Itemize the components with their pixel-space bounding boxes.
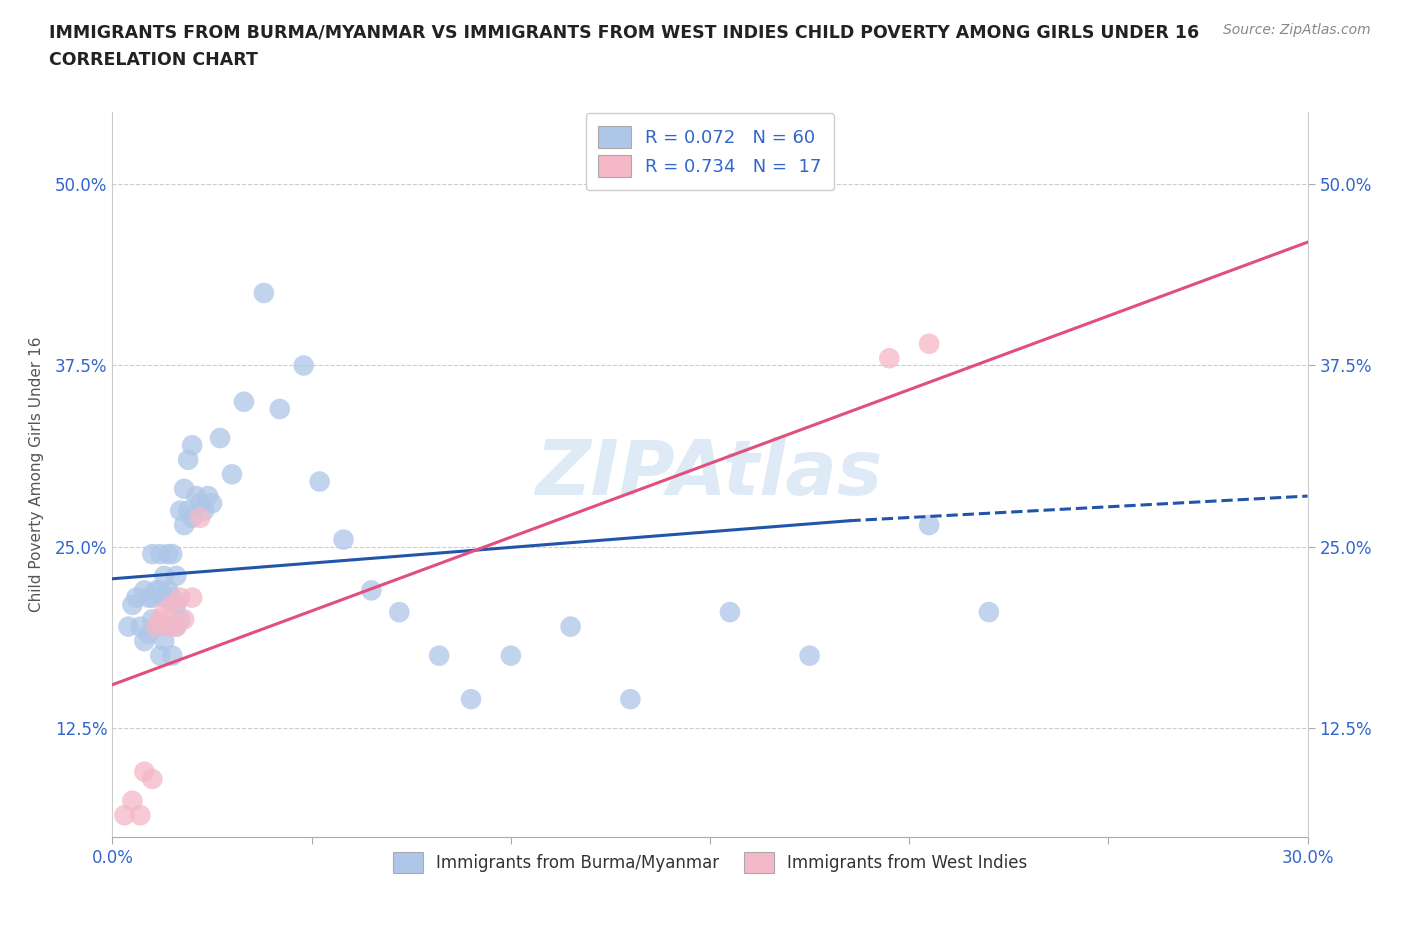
- Point: [149, 547, 172, 562]
- Y-axis label: Child Poverty Among Girls Under 16: Child Poverty Among Girls Under 16: [30, 337, 44, 612]
- Point: [360, 583, 382, 598]
- Point: [117, 619, 139, 634]
- Point: [560, 619, 582, 634]
- Point: [169, 612, 191, 627]
- Text: Source: ZipAtlas.com: Source: ZipAtlas.com: [1223, 23, 1371, 37]
- Point: [162, 648, 183, 663]
- Point: [186, 488, 208, 503]
- Point: [149, 583, 172, 598]
- Point: [799, 648, 821, 663]
- Point: [619, 692, 641, 707]
- Legend: Immigrants from Burma/Myanmar, Immigrants from West Indies: Immigrants from Burma/Myanmar, Immigrant…: [385, 845, 1035, 880]
- Point: [134, 633, 156, 648]
- Text: ZIPAtlas: ZIPAtlas: [536, 437, 884, 512]
- Point: [269, 402, 291, 417]
- Point: [388, 604, 411, 619]
- Point: [173, 518, 195, 533]
- Point: [114, 808, 135, 823]
- Point: [879, 351, 901, 365]
- Point: [253, 286, 276, 300]
- Point: [209, 431, 232, 445]
- Point: [718, 604, 741, 619]
- Point: [332, 532, 354, 547]
- Point: [138, 627, 160, 642]
- Point: [233, 394, 256, 409]
- Point: [193, 503, 215, 518]
- Point: [162, 547, 183, 562]
- Point: [149, 648, 172, 663]
- Point: [427, 648, 450, 663]
- Point: [460, 692, 482, 707]
- Point: [499, 648, 522, 663]
- Point: [165, 597, 187, 612]
- Point: [153, 568, 176, 583]
- Point: [141, 547, 163, 562]
- Point: [141, 772, 163, 787]
- Point: [177, 452, 200, 467]
- Point: [134, 764, 156, 779]
- Point: [141, 612, 163, 627]
- Point: [138, 591, 160, 605]
- Point: [169, 503, 191, 518]
- Point: [153, 591, 176, 605]
- Point: [145, 619, 167, 634]
- Point: [165, 568, 187, 583]
- Point: [977, 604, 1000, 619]
- Point: [181, 591, 204, 605]
- Point: [165, 619, 187, 634]
- Point: [173, 612, 195, 627]
- Point: [157, 619, 180, 634]
- Point: [129, 619, 152, 634]
- Point: [145, 619, 167, 634]
- Point: [292, 358, 315, 373]
- Point: [162, 591, 183, 605]
- Point: [165, 619, 187, 634]
- Point: [129, 808, 152, 823]
- Point: [153, 633, 176, 648]
- Point: [177, 503, 200, 518]
- Point: [157, 583, 180, 598]
- Point: [162, 597, 183, 612]
- Point: [121, 793, 143, 808]
- Point: [308, 474, 330, 489]
- Point: [173, 482, 195, 497]
- Point: [188, 496, 211, 511]
- Point: [201, 496, 224, 511]
- Point: [918, 337, 941, 352]
- Text: CORRELATION CHART: CORRELATION CHART: [49, 51, 259, 69]
- Point: [125, 591, 148, 605]
- Point: [149, 612, 172, 627]
- Point: [181, 511, 204, 525]
- Point: [121, 597, 143, 612]
- Point: [134, 583, 156, 598]
- Text: IMMIGRANTS FROM BURMA/MYANMAR VS IMMIGRANTS FROM WEST INDIES CHILD POVERTY AMONG: IMMIGRANTS FROM BURMA/MYANMAR VS IMMIGRA…: [49, 23, 1199, 41]
- Point: [181, 438, 204, 453]
- Point: [141, 591, 163, 605]
- Point: [157, 619, 180, 634]
- Point: [188, 511, 211, 525]
- Point: [157, 547, 180, 562]
- Point: [221, 467, 243, 482]
- Point: [153, 604, 176, 619]
- Point: [169, 591, 191, 605]
- Point: [918, 518, 941, 533]
- Point: [197, 488, 219, 503]
- Point: [145, 583, 167, 598]
